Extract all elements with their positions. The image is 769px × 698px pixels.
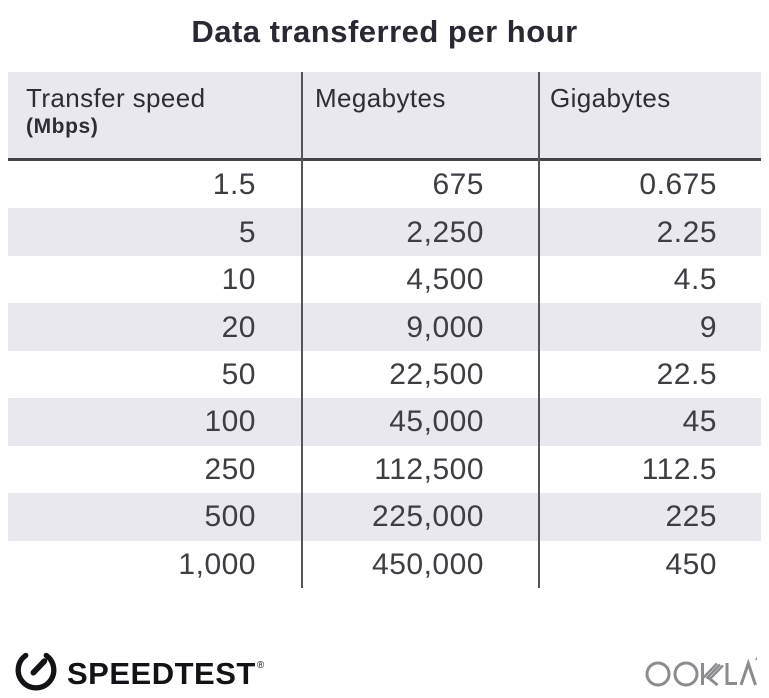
column-header-megabytes: Megabytes bbox=[302, 72, 539, 158]
cell-transfer-speed: 10 bbox=[221, 263, 256, 297]
column-divider-line bbox=[538, 72, 540, 588]
table-row: 1.5 675 0.675 bbox=[8, 161, 761, 208]
cell-megabytes: 112,500 bbox=[374, 452, 484, 486]
footer: SPEEDTEST® bbox=[14, 644, 757, 696]
column-header-unit: (Mbps) bbox=[26, 115, 99, 138]
speedtest-gauge-icon bbox=[14, 648, 58, 692]
table-row: 500 225,000 225 bbox=[8, 493, 761, 541]
cell-transfer-speed: 100 bbox=[204, 405, 256, 439]
page-title: Data transferred per hour bbox=[191, 14, 578, 49]
speedtest-wordmark-text: SPEEDTEST bbox=[67, 656, 256, 691]
cell-gigabytes: 4.5 bbox=[673, 263, 717, 297]
cell-megabytes: 225,000 bbox=[372, 500, 484, 534]
cell-megabytes: 2,250 bbox=[406, 215, 484, 249]
cell-gigabytes: 450 bbox=[665, 547, 717, 581]
cell-megabytes: 450,000 bbox=[372, 547, 484, 581]
cell-megabytes: 22,500 bbox=[389, 357, 484, 391]
table-body: 1.5 675 0.675 5 2,250 2.25 10 4,500 4.5 … bbox=[8, 161, 761, 588]
column-divider-line bbox=[301, 72, 303, 588]
cell-megabytes: 9,000 bbox=[406, 310, 484, 344]
ookla-logo bbox=[645, 650, 757, 690]
cell-transfer-speed: 50 bbox=[221, 357, 256, 391]
column-header-transfer-speed: Transfer speed (Mbps) bbox=[8, 72, 302, 158]
ookla-wordmark-icon bbox=[645, 657, 757, 687]
registered-trademark-symbol: ® bbox=[256, 660, 265, 671]
cell-transfer-speed: 250 bbox=[204, 452, 256, 486]
cell-gigabytes: 22.5 bbox=[656, 357, 717, 391]
table-row: 250 112,500 112.5 bbox=[8, 446, 761, 493]
cell-gigabytes: 0.675 bbox=[639, 168, 717, 202]
cell-megabytes: 45,000 bbox=[389, 405, 484, 439]
column-header-label: Transfer speed bbox=[26, 83, 206, 113]
column-header-gigabytes: Gigabytes bbox=[539, 72, 761, 158]
cell-megabytes: 675 bbox=[432, 168, 484, 202]
table-row: 20 9,000 9 bbox=[8, 303, 761, 351]
column-header-label: Megabytes bbox=[315, 83, 446, 113]
speedtest-wordmark: SPEEDTEST® bbox=[67, 643, 265, 697]
cell-transfer-speed: 20 bbox=[221, 310, 256, 344]
cell-transfer-speed: 1.5 bbox=[212, 168, 256, 202]
speedtest-logo: SPEEDTEST® bbox=[14, 643, 265, 697]
header-divider-line bbox=[8, 158, 761, 161]
table-header-row: Transfer speed (Mbps) Megabytes Gigabyte… bbox=[8, 72, 761, 158]
table-row: 100 45,000 45 bbox=[8, 398, 761, 446]
cell-gigabytes: 45 bbox=[682, 405, 717, 439]
cell-transfer-speed: 1,000 bbox=[178, 547, 256, 581]
cell-gigabytes: 225 bbox=[665, 500, 717, 534]
data-table: Transfer speed (Mbps) Megabytes Gigabyte… bbox=[8, 72, 761, 588]
column-header-label: Gigabytes bbox=[550, 83, 671, 113]
cell-transfer-speed: 5 bbox=[238, 215, 256, 249]
cell-transfer-speed: 500 bbox=[204, 500, 256, 534]
cell-megabytes: 4,500 bbox=[406, 263, 484, 297]
table-row: 50 22,500 22.5 bbox=[8, 351, 761, 398]
cell-gigabytes: 112.5 bbox=[641, 452, 717, 486]
cell-gigabytes: 9 bbox=[699, 310, 717, 344]
table-row: 1,000 450,000 450 bbox=[8, 541, 761, 588]
table-row: 10 4,500 4.5 bbox=[8, 256, 761, 303]
table-row: 5 2,250 2.25 bbox=[8, 208, 761, 256]
cell-gigabytes: 2.25 bbox=[656, 215, 717, 249]
